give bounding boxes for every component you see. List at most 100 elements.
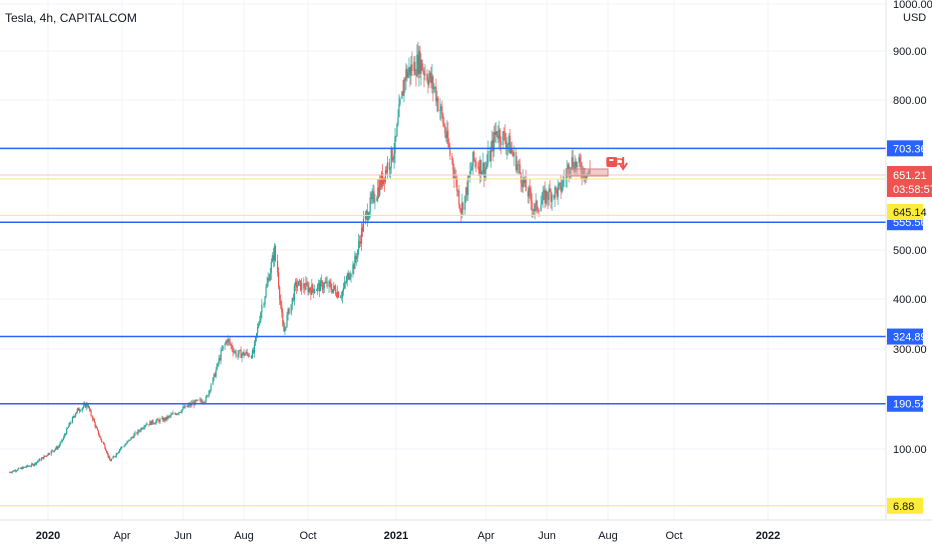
candle-body xyxy=(338,291,340,298)
candle-body xyxy=(440,106,442,110)
candle-body xyxy=(436,97,438,102)
candle-body xyxy=(572,157,574,168)
svg-text:190.52: 190.52 xyxy=(893,399,927,411)
candle-body xyxy=(432,76,434,89)
candle-body xyxy=(517,164,519,166)
candle-body xyxy=(339,297,342,298)
candle-body xyxy=(406,69,408,78)
candle-body xyxy=(585,176,587,179)
candle-body xyxy=(481,171,483,175)
candle-body xyxy=(434,87,436,88)
candle-body xyxy=(471,166,473,171)
candle-body xyxy=(188,404,190,406)
candle-body xyxy=(126,441,128,444)
candle-body xyxy=(423,70,425,76)
candle-body xyxy=(184,405,186,409)
candle-body xyxy=(75,413,77,417)
annotations[interactable] xyxy=(565,157,628,177)
candle-body xyxy=(516,164,518,171)
x-tick-label: Apr xyxy=(113,530,130,542)
candle-body xyxy=(336,294,338,297)
candle-body xyxy=(307,284,309,293)
candle-body xyxy=(90,410,92,417)
candle-body xyxy=(580,162,582,172)
candle-body xyxy=(430,72,432,84)
candle-body xyxy=(474,160,476,162)
price-axis[interactable]: USD 1000.00 900.00 800.00 500.00 400.00 300.0… xyxy=(885,0,932,520)
candle-body xyxy=(149,421,151,425)
candle-body xyxy=(535,200,537,205)
candle-body xyxy=(547,197,549,200)
candle-body xyxy=(181,409,183,413)
candle-body xyxy=(361,227,364,232)
candle-body xyxy=(495,131,497,135)
candle-body xyxy=(205,396,207,402)
horizontal-levels[interactable] xyxy=(0,147,886,507)
candle-body xyxy=(379,180,381,196)
candle-body xyxy=(509,135,511,154)
candle-body xyxy=(396,124,398,136)
candle-body xyxy=(475,161,477,167)
candle-body xyxy=(334,285,336,290)
candle-body xyxy=(386,162,388,173)
candle-body xyxy=(417,54,419,74)
candle-body xyxy=(35,462,37,465)
candle-body xyxy=(422,70,424,72)
candle-body xyxy=(217,363,219,365)
candle-body xyxy=(548,188,550,200)
range-rectangle[interactable] xyxy=(565,168,609,177)
candle-body xyxy=(56,447,58,449)
candle-body xyxy=(497,135,499,139)
candle-body xyxy=(67,426,69,429)
candle-body xyxy=(102,441,104,444)
candle-body xyxy=(14,470,17,472)
candle-body xyxy=(451,155,453,160)
candle-body xyxy=(398,104,400,118)
candle-body xyxy=(446,130,448,139)
candle-body xyxy=(157,419,159,421)
candle-body xyxy=(278,272,280,288)
candle-body xyxy=(150,421,152,425)
candle-body xyxy=(174,413,176,414)
candle-body xyxy=(167,416,169,419)
candle-body xyxy=(551,195,553,202)
candle-body xyxy=(340,297,343,298)
candle-body xyxy=(222,345,224,350)
candle-body xyxy=(72,416,74,418)
time-axis[interactable]: 2020 Apr Jun Aug Oct 2021 Apr Jun Aug Oct 2022 xyxy=(0,519,932,542)
candle-body xyxy=(527,191,529,197)
down-arrow-icon[interactable] xyxy=(618,157,628,171)
candle-body xyxy=(314,290,316,293)
candle-body xyxy=(79,410,81,412)
candle-body xyxy=(112,456,114,459)
candle-body xyxy=(242,351,244,355)
level-tag-324.89: 324.89 xyxy=(887,328,927,345)
candle-body xyxy=(499,129,501,142)
candle-body xyxy=(318,283,321,292)
candle-body xyxy=(110,460,112,462)
candle-body xyxy=(311,284,313,295)
candle-body xyxy=(13,470,15,472)
candle-body xyxy=(220,350,222,361)
candle-body xyxy=(348,273,350,280)
svg-text:645.14: 645.14 xyxy=(893,207,927,219)
candle-body xyxy=(380,180,382,187)
candle-body xyxy=(299,280,301,282)
candle-body xyxy=(328,281,330,287)
candle-body xyxy=(31,463,34,465)
candle-body xyxy=(131,437,133,439)
candle-body xyxy=(142,428,144,430)
candle-body xyxy=(282,312,284,326)
candle-body xyxy=(401,91,403,99)
candle-body xyxy=(350,273,352,278)
candle-body xyxy=(579,157,581,163)
candle-body xyxy=(409,66,411,76)
candle-body xyxy=(141,428,143,430)
candle-body xyxy=(58,445,60,447)
candle-body xyxy=(325,281,327,283)
y-tick-label: 800.00 xyxy=(893,95,927,107)
candle-body xyxy=(346,276,348,282)
candle-body xyxy=(575,161,577,168)
